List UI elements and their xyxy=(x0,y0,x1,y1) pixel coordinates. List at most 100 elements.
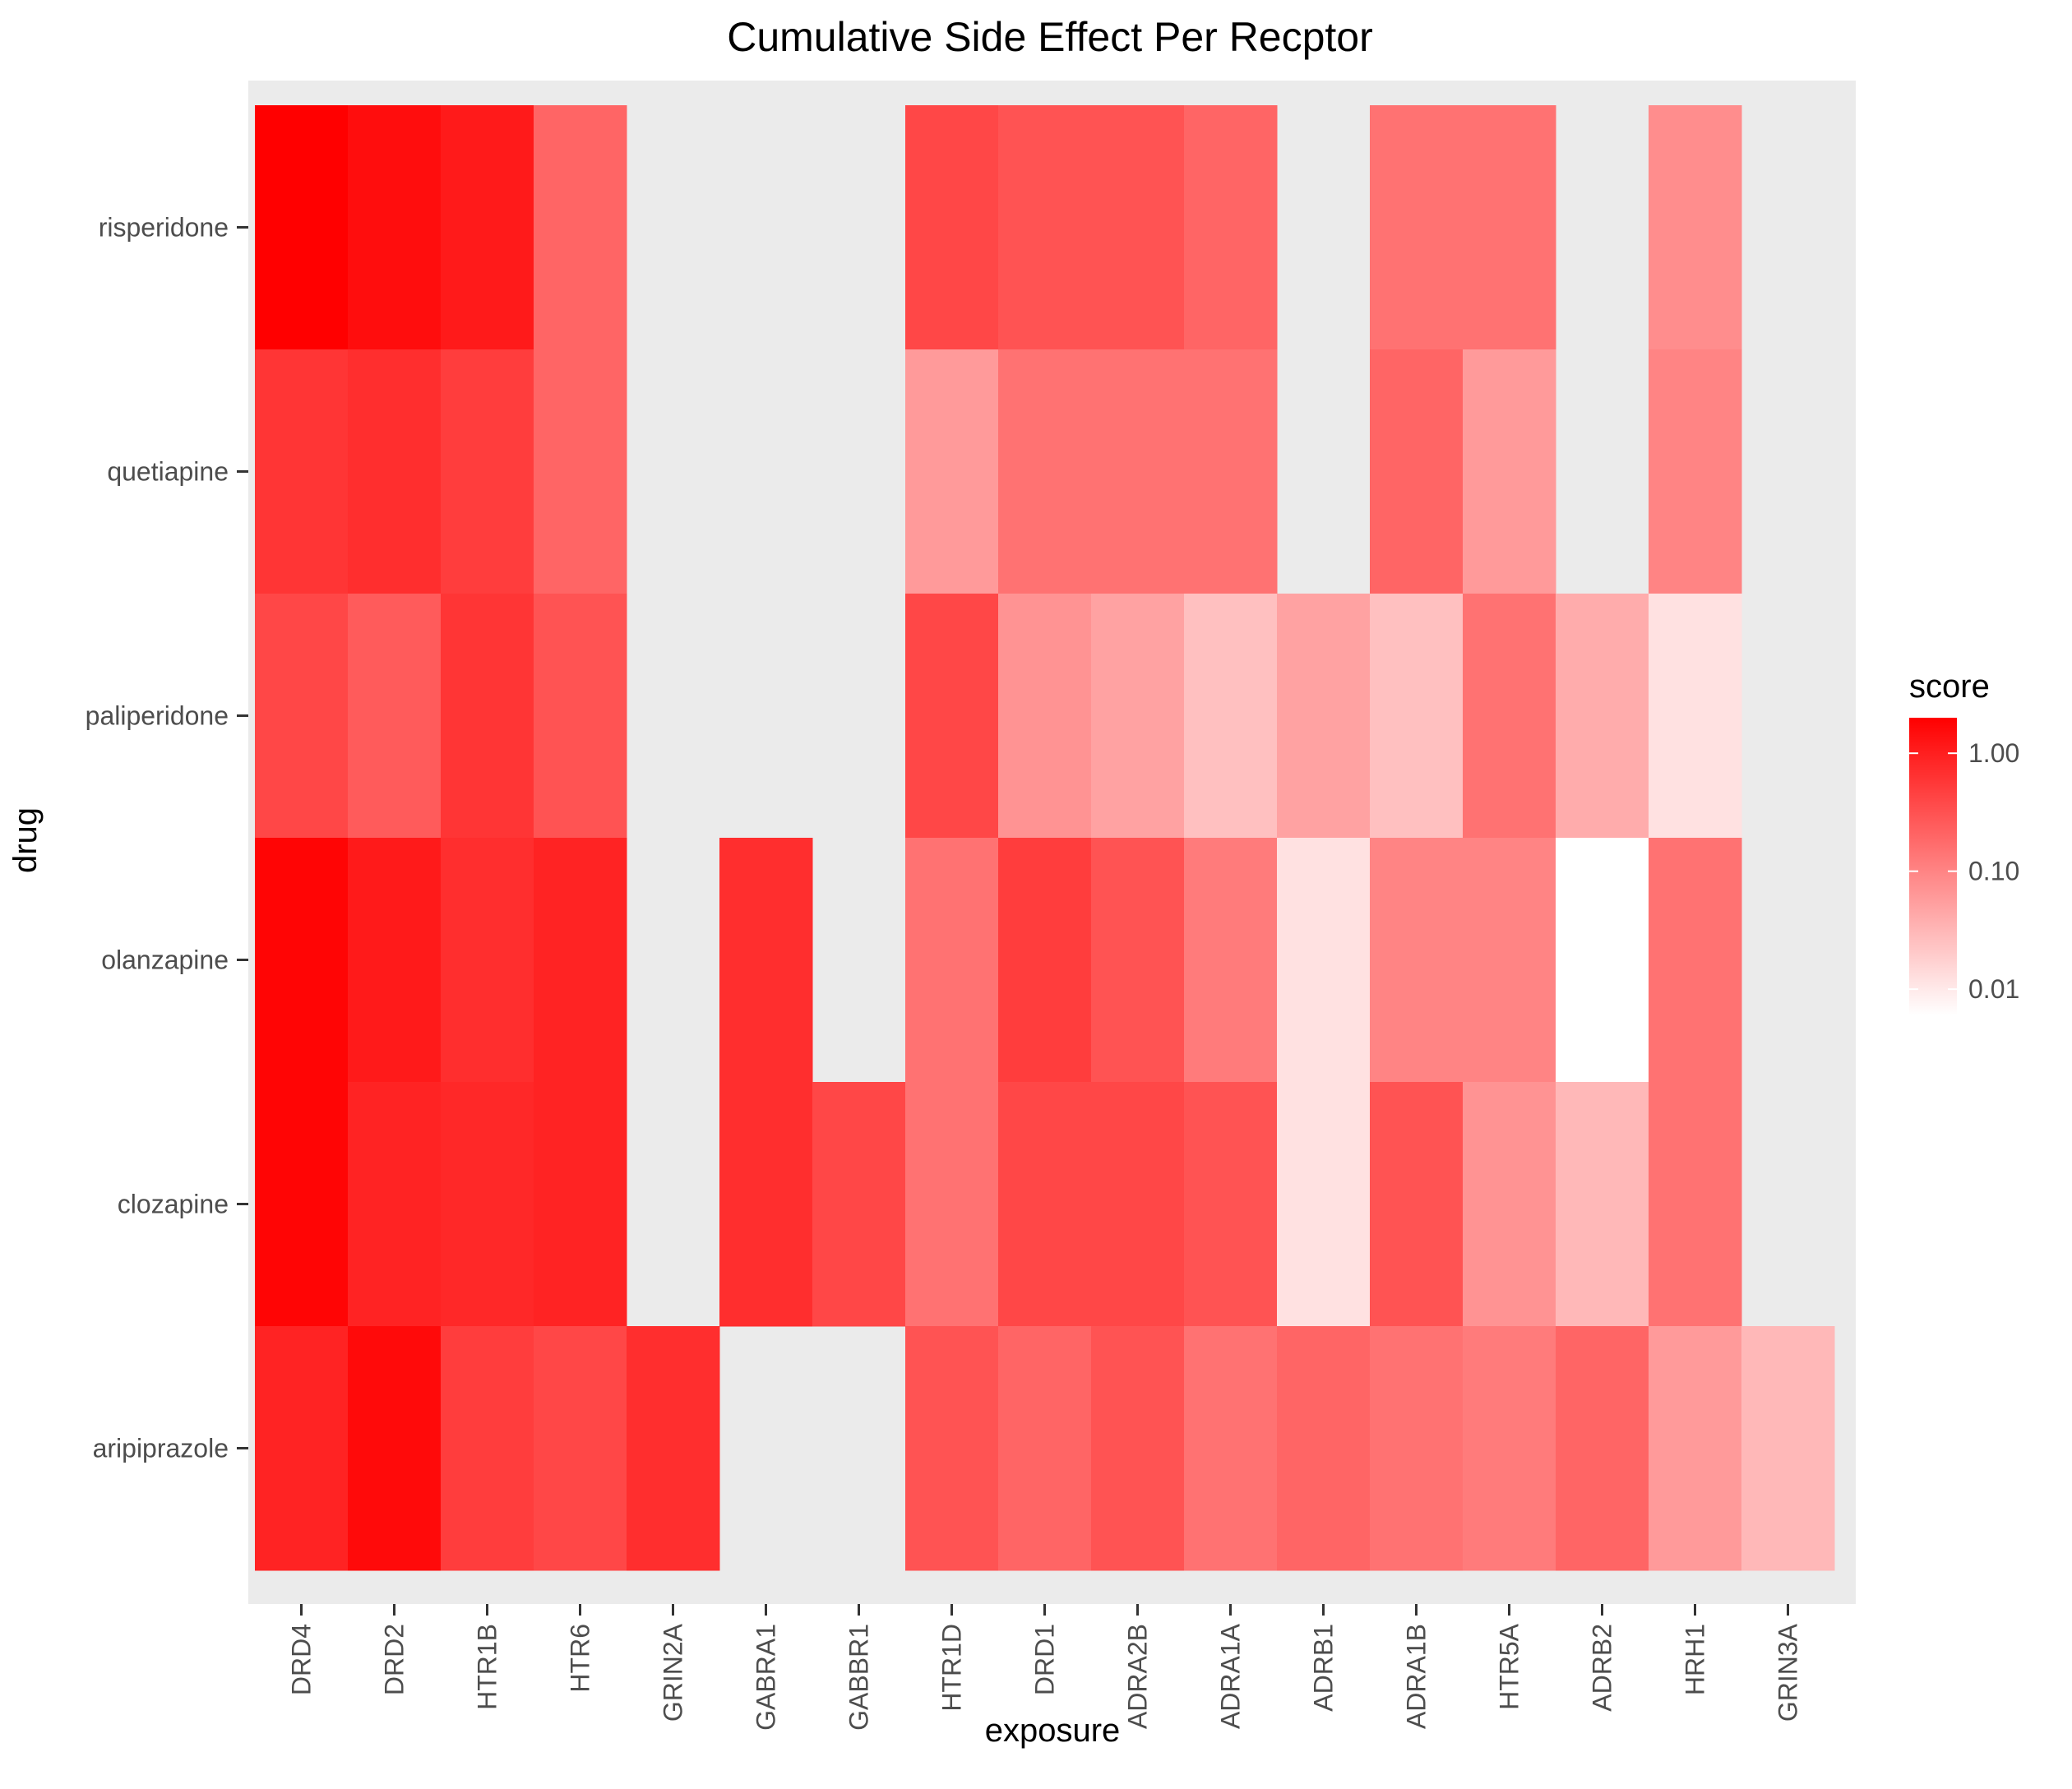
heatmap-cell xyxy=(1184,349,1278,594)
heatmap-cell xyxy=(1184,838,1278,1083)
heatmap-cell xyxy=(441,105,534,350)
heatmap-cell xyxy=(348,838,442,1083)
heatmap-cell xyxy=(1370,838,1464,1083)
heatmap-cell xyxy=(719,838,813,1083)
heatmap-cell xyxy=(348,1082,442,1327)
heatmap-cell xyxy=(255,349,349,594)
heatmap-cell xyxy=(348,349,442,594)
heatmap-cell xyxy=(348,1326,442,1571)
y-axis-title: drug xyxy=(7,807,44,873)
heatmap-cell xyxy=(905,838,999,1083)
x-tick-label: ADRB2 xyxy=(1588,1624,1617,1712)
heatmap-cell xyxy=(348,105,442,350)
heatmap-cell xyxy=(1649,105,1742,350)
x-tick-label: GABBR1 xyxy=(844,1624,874,1731)
legend-label: 1.00 xyxy=(1968,738,2019,768)
heatmap-cell xyxy=(1370,349,1464,594)
x-axis-title: exposure xyxy=(985,1713,1121,1749)
x-tick-label: ADRA1A xyxy=(1216,1623,1246,1729)
heatmap-cell xyxy=(441,1082,534,1327)
x-tick-label: ADRB1 xyxy=(1309,1624,1339,1712)
heatmap-cell xyxy=(441,838,534,1083)
heatmap-cell xyxy=(998,349,1092,594)
y-tick-label: risperidone xyxy=(99,213,229,243)
heatmap-cell xyxy=(1741,1326,1835,1571)
heatmap-cell xyxy=(255,838,349,1083)
heatmap-cell xyxy=(255,105,349,350)
x-tick-label: GABRA1 xyxy=(752,1624,781,1731)
heatmap-cell xyxy=(534,349,627,594)
heatmap-cell xyxy=(1091,105,1185,350)
heatmap-cell xyxy=(1091,594,1185,839)
x-tick-label: DRD4 xyxy=(287,1624,317,1695)
heatmap-cell xyxy=(1184,1326,1278,1571)
heatmap-cell xyxy=(534,1326,627,1571)
heatmap-cell xyxy=(998,838,1092,1083)
legend-colorbar xyxy=(1909,718,1957,1015)
heatmap-cell xyxy=(905,594,999,839)
y-tick-label: aripiprazole xyxy=(93,1434,229,1463)
heatmap-cell xyxy=(627,1326,720,1571)
heatmap-cell xyxy=(534,838,627,1083)
heatmap-cell xyxy=(905,105,999,350)
heatmap-cell xyxy=(1649,838,1742,1083)
heatmap-cell xyxy=(1463,349,1556,594)
heatmap-cell xyxy=(998,594,1092,839)
heatmap-cell xyxy=(1556,1326,1649,1571)
heatmap-cell xyxy=(1277,594,1371,839)
legend-title: score xyxy=(1909,668,1990,705)
legend-label: 0.10 xyxy=(1968,857,2019,886)
heatmap-cell xyxy=(1463,594,1556,839)
heatmap-cell xyxy=(1277,1082,1371,1327)
heatmap-cell xyxy=(1556,838,1649,1083)
heatmap-cell xyxy=(255,1082,349,1327)
x-tick-label: ADRA1B xyxy=(1402,1624,1431,1729)
heatmap-cell xyxy=(534,105,627,350)
heatmap-cell xyxy=(1370,105,1464,350)
heatmap-cell xyxy=(1463,838,1556,1083)
heatmap-cells xyxy=(255,105,1835,1571)
heatmap-cell xyxy=(1091,838,1185,1083)
heatmap-cell xyxy=(998,105,1092,350)
heatmap-cell xyxy=(255,594,349,839)
heatmap-cell xyxy=(812,1082,906,1327)
heatmap-cell xyxy=(1091,1326,1185,1571)
y-tick-label: paliperidone xyxy=(86,701,229,731)
heatmap-cell xyxy=(1649,1326,1742,1571)
heatmap-cell xyxy=(1556,1082,1649,1327)
heatmap-cell xyxy=(1649,349,1742,594)
y-tick-label: quetiapine xyxy=(107,457,229,487)
heatmap-cell xyxy=(1277,838,1371,1083)
y-tick-label: olanzapine xyxy=(101,945,229,975)
x-tick-label: ADRA2B xyxy=(1123,1624,1153,1729)
heatmap-cell xyxy=(998,1326,1092,1571)
heatmap-cell xyxy=(1091,1082,1185,1327)
x-tick-label: HTR1B xyxy=(473,1624,502,1710)
heatmap-cell xyxy=(441,1326,534,1571)
y-axis: risperidone quetiapine paliperidone olanzap… xyxy=(86,213,248,1463)
color-legend: score 1.00 0.10 0.01 xyxy=(1909,668,2019,1015)
heatmap-cell xyxy=(719,1082,813,1327)
heatmap-cell xyxy=(1370,1082,1464,1327)
x-tick-label: GRIN3A xyxy=(1774,1623,1803,1722)
heatmap-cell xyxy=(1277,1326,1371,1571)
heatmap-cell xyxy=(1370,1326,1464,1571)
y-tick-label: clozapine xyxy=(118,1190,229,1219)
heatmap-cell xyxy=(1556,594,1649,839)
legend-label: 0.01 xyxy=(1968,974,2019,1004)
heatmap-cell xyxy=(1091,349,1185,594)
heatmap-cell xyxy=(1463,105,1556,350)
x-tick-label: HTR6 xyxy=(566,1624,595,1693)
x-tick-label: HRH1 xyxy=(1681,1624,1710,1695)
heatmap-cell xyxy=(441,594,534,839)
heatmap-cell xyxy=(1649,594,1742,839)
x-axis: DRD4 DRD2 HTR1B HTR6 GRIN2A GABRA1 GABBR1 HTR1D… xyxy=(287,1604,1803,1731)
x-tick-label: DRD2 xyxy=(380,1624,409,1695)
heatmap-cell xyxy=(905,1326,999,1571)
heatmap-cell xyxy=(905,349,999,594)
chart-title: Cumulative Side Effect Per Recptor xyxy=(727,14,1373,60)
heatmap-cell xyxy=(534,1082,627,1327)
heatmap-cell xyxy=(1649,1082,1742,1327)
heatmap-cell xyxy=(1370,594,1464,839)
x-tick-label: HTR1D xyxy=(937,1624,967,1712)
